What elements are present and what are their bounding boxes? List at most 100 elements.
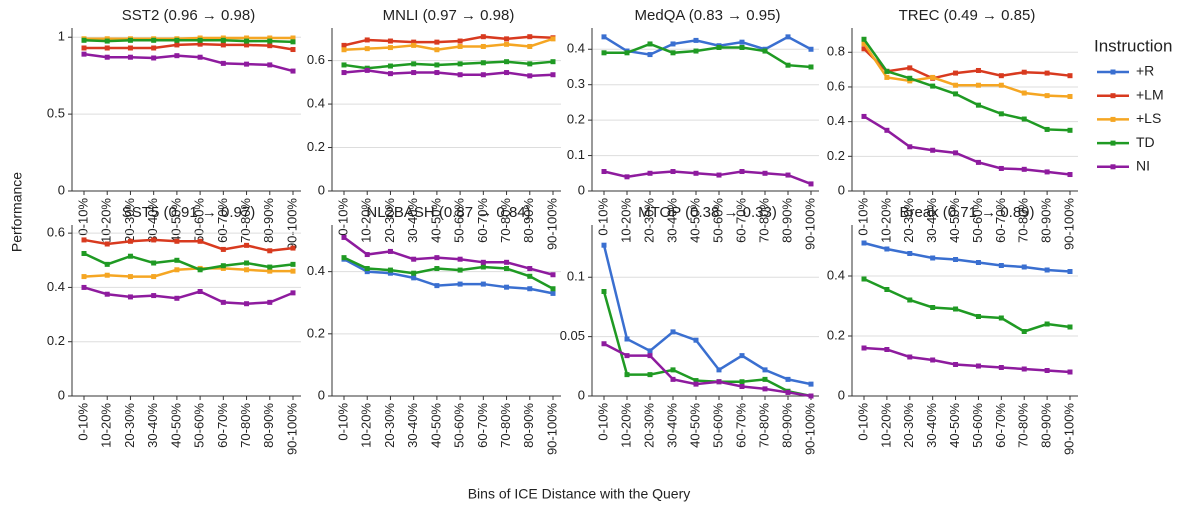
point-marker (1067, 127, 1073, 133)
point-marker (930, 255, 936, 261)
series-line (343, 69, 554, 78)
point-marker (884, 68, 890, 74)
x-tick-label: 10-20% (359, 198, 374, 243)
point-marker (267, 62, 273, 68)
x-tick-label: 90-100% (284, 403, 299, 455)
y-tick-label: 0 (578, 182, 585, 197)
point-marker (762, 376, 768, 382)
point-marker (290, 39, 296, 45)
point-marker (861, 113, 867, 119)
x-tick-label: 40-50% (687, 198, 702, 243)
x-tick-label: 50-60% (710, 403, 725, 448)
point-marker (693, 381, 699, 387)
point-marker (387, 267, 393, 273)
x-tick-label: 0-10% (335, 198, 350, 236)
point-marker (434, 70, 440, 76)
x-tick-label: 30-40% (405, 198, 420, 243)
point-marker (197, 37, 203, 43)
point-marker (220, 299, 226, 305)
point-marker (975, 67, 981, 73)
point-marker (975, 260, 981, 265)
point-marker (457, 38, 463, 44)
point-marker (290, 35, 296, 41)
point-marker (1021, 166, 1027, 172)
point-marker (716, 379, 722, 385)
point-marker (411, 270, 417, 276)
point-marker (197, 54, 203, 60)
point-marker (220, 60, 226, 66)
point-marker (624, 372, 630, 378)
x-tick-label: 0-10% (595, 403, 610, 441)
point-marker (434, 255, 440, 261)
point-marker (930, 147, 936, 153)
point-marker (244, 242, 250, 248)
point-marker (953, 362, 959, 367)
point-marker (601, 169, 607, 175)
legend-label: +LS (1136, 110, 1161, 126)
point-marker (127, 274, 133, 280)
point-marker (1044, 126, 1050, 132)
x-tick-label: 70-80% (498, 403, 513, 448)
y-tick-label: 0 (318, 387, 325, 402)
point-marker (693, 170, 699, 176)
point-marker (504, 266, 510, 272)
point-marker (174, 257, 180, 263)
x-tick-label: 60-70% (475, 198, 490, 243)
point-marker (953, 150, 959, 156)
point-marker (884, 347, 890, 352)
x-tick-label: 0-10% (75, 403, 90, 441)
x-tick-label: 30-40% (664, 198, 679, 243)
x-tick-label: 40-50% (168, 198, 183, 243)
point-marker (998, 73, 1004, 79)
point-marker (953, 82, 959, 88)
point-marker (457, 72, 463, 78)
point-marker (930, 74, 936, 80)
x-tick-label: 40-50% (687, 403, 702, 448)
point-marker (527, 266, 533, 272)
x-tick-label: 30-40% (664, 403, 679, 448)
series-line (83, 52, 294, 73)
x-tick-label: 40-50% (947, 198, 962, 243)
point-marker (861, 46, 867, 52)
x-tick-label: 60-70% (993, 403, 1008, 448)
point-marker (907, 297, 913, 303)
point-marker (907, 144, 913, 150)
point-marker (930, 305, 936, 310)
x-tick-label: 0-10% (855, 403, 870, 441)
point-marker (290, 268, 296, 274)
point-marker (601, 34, 607, 40)
point-marker (953, 257, 959, 262)
point-marker (341, 47, 347, 53)
point-marker (550, 72, 556, 78)
y-tick-label: 0.6 (827, 78, 845, 93)
y-tick-label: 0.05 (560, 328, 585, 343)
point-marker (953, 91, 959, 97)
point-marker (907, 354, 913, 360)
x-tick-label: 10-20% (618, 403, 633, 448)
point-marker (785, 172, 791, 178)
point-marker (151, 55, 157, 61)
point-marker (290, 261, 296, 267)
point-marker (220, 42, 226, 48)
point-marker (907, 78, 913, 84)
x-tick-label: 70-80% (1016, 198, 1031, 243)
point-marker (387, 248, 393, 254)
x-tick-label: 80-90% (1039, 198, 1054, 243)
point-marker (104, 241, 110, 247)
point-marker (1067, 324, 1073, 330)
x-tick-label: 70-80% (756, 403, 771, 448)
x-tick-label: 70-80% (756, 198, 771, 243)
x-tick-label: 60-70% (215, 403, 230, 448)
panel-title: SST2 (0.96 → 0.98) (122, 7, 255, 24)
point-marker (151, 274, 157, 280)
point-marker (998, 111, 1004, 117)
x-tick-label: 80-90% (261, 403, 276, 448)
x-tick-label: 60-70% (733, 403, 748, 448)
legend-marker (1110, 93, 1116, 99)
point-marker (267, 43, 273, 49)
point-marker (861, 276, 867, 282)
point-marker (480, 60, 486, 66)
x-tick-label: 90-100% (802, 198, 817, 250)
point-marker (411, 275, 417, 281)
point-marker (267, 248, 273, 254)
